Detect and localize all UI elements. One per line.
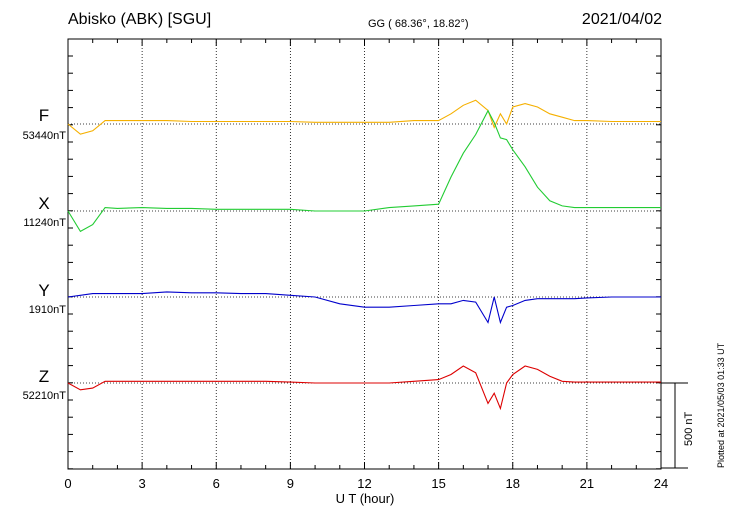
x-tick-label: 18 <box>506 476 520 491</box>
series-line-y <box>67 291 661 325</box>
baseline-label-y: 1910nT <box>28 304 66 316</box>
plot-frame <box>67 38 662 470</box>
x-tick-label: 0 <box>64 476 71 491</box>
component-label-f: F <box>38 106 50 125</box>
baseline-label-f: 53440nT <box>22 130 66 142</box>
station-title: Abisko (ABK) [SGU] <box>68 11 212 28</box>
chart-date: 2021/04/02 <box>581 11 662 28</box>
series-line-z <box>67 365 661 411</box>
x-tick-label: 15 <box>431 476 445 491</box>
x-axis-label: U T (hour) <box>335 491 395 506</box>
series-line-f <box>67 99 661 135</box>
component-label-y: Y <box>38 281 50 300</box>
x-tick-label: 3 <box>139 476 146 491</box>
x-tick-label: 12 <box>357 476 371 491</box>
x-tick-label: 6 <box>213 476 220 491</box>
x-tick-label: 21 <box>580 476 594 491</box>
baseline-label-z: 52210nT <box>22 390 66 402</box>
component-label-z: Z <box>38 367 50 386</box>
x-tick-label: 24 <box>654 476 668 491</box>
x-tick-label: 9 <box>287 476 294 491</box>
station-coordinates: GG ( 68.36°, 18.82°) <box>368 18 469 30</box>
series-line-x <box>67 109 661 233</box>
component-label-x: X <box>38 194 50 213</box>
baseline-label-x: 11240nT <box>23 217 66 229</box>
